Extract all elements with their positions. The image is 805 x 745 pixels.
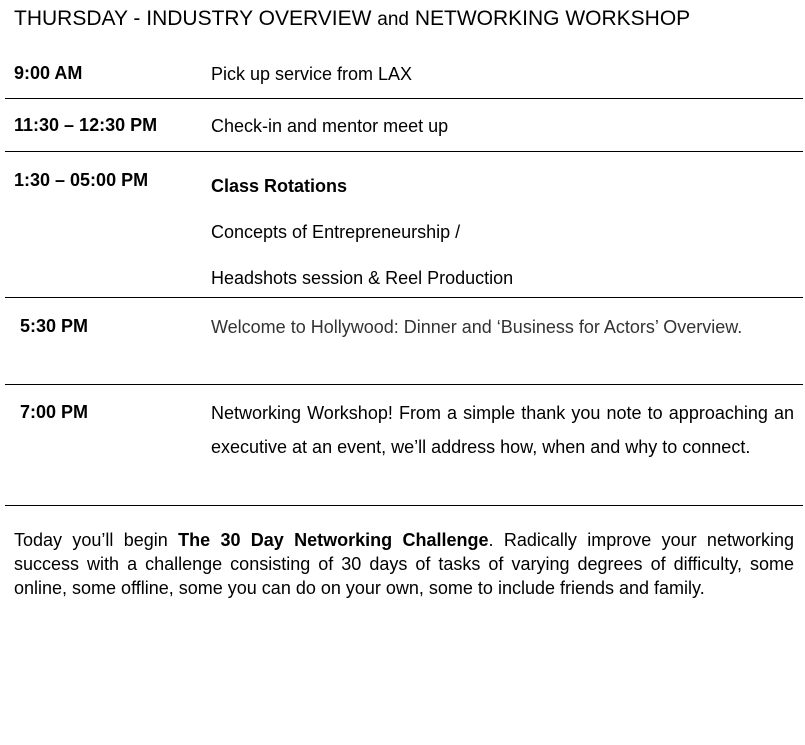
description-line: Concepts of Entrepreneurship /: [211, 222, 461, 242]
description-line: Pick up service from LAX: [211, 64, 413, 84]
page-title: THURSDAY - INDUSTRY OVERVIEW and NETWORK…: [14, 7, 690, 31]
title-part-1: THURSDAY - INDUSTRY OVERVIEW: [14, 7, 372, 30]
schedule-row: 1:30 – 05:00 PM Class Rotations Concepts…: [5, 152, 803, 298]
schedule-description: Welcome to Hollywood: Dinner and ‘Busine…: [211, 317, 743, 337]
title-part-2: and: [377, 9, 409, 30]
schedule-table: 9:00 AM Pick up service from LAX 11:30 –…: [5, 55, 803, 506]
challenge-description: . Radically improve your networking succ…: [14, 530, 794, 598]
schedule-description: Pick up service from LAX: [211, 57, 794, 91]
class-rotations-heading: Class Rotations: [211, 176, 348, 196]
challenge-paragraph: Today you’ll begin The 30 Day Networking…: [14, 528, 794, 600]
schedule-time: 11:30 – 12:30 PM: [14, 115, 158, 135]
description-line: Headshots session & Reel Production: [211, 268, 514, 288]
schedule-time: 7:00 PM: [20, 402, 89, 422]
schedule-row: 9:00 AM Pick up service from LAX: [5, 55, 803, 99]
schedule-row: 11:30 – 12:30 PM Check-in and mentor mee…: [5, 99, 803, 152]
schedule-description: Networking Workshop! From a simple thank…: [211, 403, 794, 457]
challenge-intro: Today you’ll begin: [14, 530, 168, 550]
title-part-3: NETWORKING WORKSHOP: [414, 7, 691, 30]
schedule-row: 7:00 PM Networking Workshop! From a simp…: [5, 385, 803, 506]
schedule-row: 5:30 PM Welcome to Hollywood: Dinner and…: [5, 298, 803, 385]
schedule-description: Check-in and mentor meet up: [211, 109, 794, 143]
schedule-time: 1:30 – 05:00 PM: [14, 170, 149, 190]
schedule-time: 5:30 PM: [20, 316, 89, 336]
schedule-time: 9:00 AM: [14, 63, 83, 83]
schedule-description: Class Rotations Concepts of Entrepreneur…: [211, 163, 794, 301]
challenge-name: The 30 Day Networking Challenge: [178, 530, 489, 550]
description-line: Check-in and mentor meet up: [211, 116, 449, 136]
